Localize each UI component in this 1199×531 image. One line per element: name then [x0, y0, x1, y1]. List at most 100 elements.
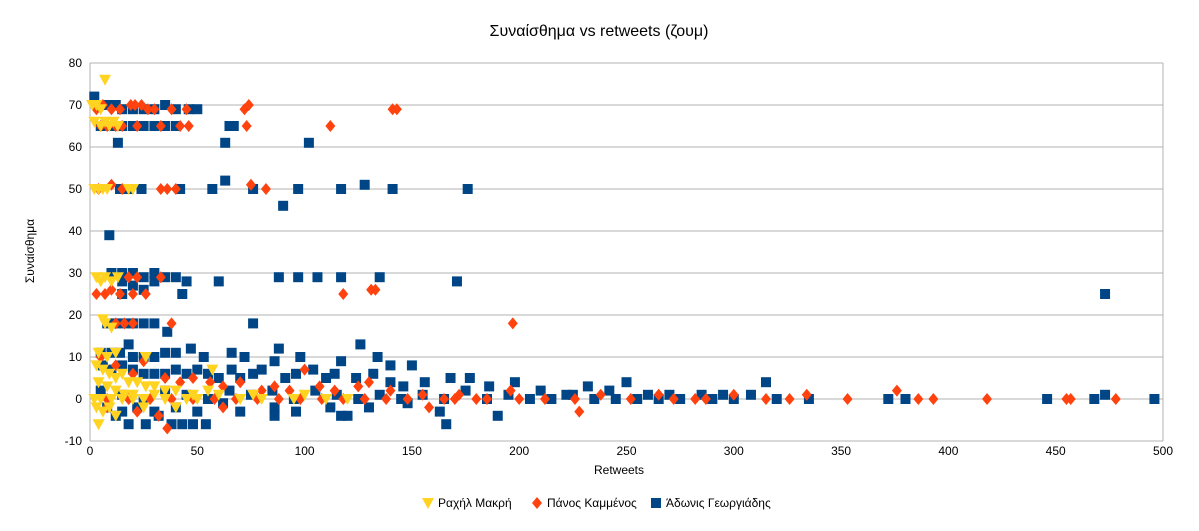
data-point: [155, 183, 166, 195]
data-point: [248, 368, 259, 379]
data-point: [138, 284, 149, 295]
data-point: [982, 393, 993, 405]
legend-label: Άδωνις Γεωργιάδης: [666, 496, 771, 510]
data-point: [109, 385, 122, 397]
x-tick-label: 100: [295, 444, 315, 458]
data-point: [228, 121, 239, 131]
data-point: [139, 381, 152, 393]
plot-border: [89, 63, 1164, 441]
data-point: [355, 339, 366, 350]
data-point: [111, 272, 124, 284]
data-point: [119, 317, 130, 330]
data-point: [127, 104, 138, 115]
data-point: [424, 401, 435, 414]
x-axis-ticks: 0 50 100 150 200 250 300 350 400 450 500: [87, 444, 1174, 458]
data-point: [372, 352, 383, 362]
data-point: [243, 99, 254, 111]
data-point: [94, 104, 107, 116]
data-point: [567, 389, 578, 400]
data-point: [101, 381, 114, 393]
data-point: [155, 120, 166, 132]
data-point: [203, 368, 214, 379]
data-point: [117, 276, 128, 287]
data-point: [149, 103, 160, 116]
y-tick-label: 70: [69, 98, 83, 112]
data-point: [610, 394, 621, 404]
data-point: [449, 393, 460, 405]
data-point: [153, 409, 164, 422]
data-point: [336, 356, 347, 367]
data-point: [192, 364, 203, 375]
data-point: [342, 410, 353, 421]
data-point: [492, 410, 503, 421]
data-point: [891, 384, 902, 397]
data-point: [842, 393, 853, 405]
data-point: [803, 394, 814, 404]
data-point: [162, 326, 173, 337]
data-point: [293, 184, 304, 194]
data-point: [1149, 394, 1160, 404]
data-point: [131, 377, 144, 389]
data-point: [127, 280, 138, 291]
data-point: [280, 373, 291, 383]
data-point: [690, 393, 701, 405]
data-point: [883, 394, 894, 404]
data-point: [239, 352, 250, 362]
data-point: [396, 394, 407, 404]
data-point: [149, 368, 160, 379]
y-tick-label: 20: [69, 308, 83, 322]
data-point: [374, 272, 385, 283]
data-point: [269, 356, 280, 367]
data-point: [700, 393, 711, 405]
data-point: [569, 393, 580, 405]
data-point: [604, 385, 615, 396]
data-point: [99, 318, 112, 330]
y-tick-label: 60: [69, 140, 83, 154]
data-point: [185, 343, 196, 354]
data-point: [351, 373, 362, 383]
data-point: [535, 385, 546, 396]
data-point: [95, 385, 106, 396]
data-point: [546, 394, 557, 404]
data-point: [213, 276, 224, 287]
legend-marker: [532, 497, 542, 509]
data-point: [140, 288, 151, 300]
data-point: [642, 389, 653, 400]
data-point: [226, 364, 237, 375]
data-point: [589, 394, 600, 404]
data-point: [130, 99, 141, 111]
data-point: [123, 419, 134, 430]
data-point: [218, 380, 229, 393]
data-point: [207, 184, 218, 194]
data-point: [464, 373, 475, 383]
data-point: [308, 364, 319, 375]
legend-marker: [422, 498, 434, 509]
data-point: [696, 389, 707, 400]
data-point: [269, 410, 280, 421]
data-point: [138, 121, 149, 131]
data-point: [111, 121, 124, 132]
data-point: [293, 272, 304, 283]
data-point: [89, 91, 100, 102]
data-point: [582, 381, 593, 392]
x-tick-label: 450: [1046, 444, 1066, 458]
data-point: [88, 116, 101, 128]
data-point: [99, 74, 112, 86]
data-point: [561, 389, 572, 400]
data-point: [188, 419, 199, 430]
data-point: [149, 318, 160, 329]
data-point: [507, 317, 518, 330]
y-tick-label: 40: [69, 224, 83, 238]
data-point: [115, 288, 126, 300]
data-point: [112, 137, 123, 148]
data-point: [260, 183, 271, 195]
data-point: [441, 419, 452, 430]
y-tick-label: 80: [69, 56, 83, 70]
data-point: [303, 137, 314, 148]
data-point: [101, 352, 114, 363]
data-point: [110, 359, 121, 372]
data-point: [117, 406, 128, 417]
data-point: [363, 376, 374, 389]
data-point: [653, 388, 664, 401]
data-point: [341, 394, 354, 405]
